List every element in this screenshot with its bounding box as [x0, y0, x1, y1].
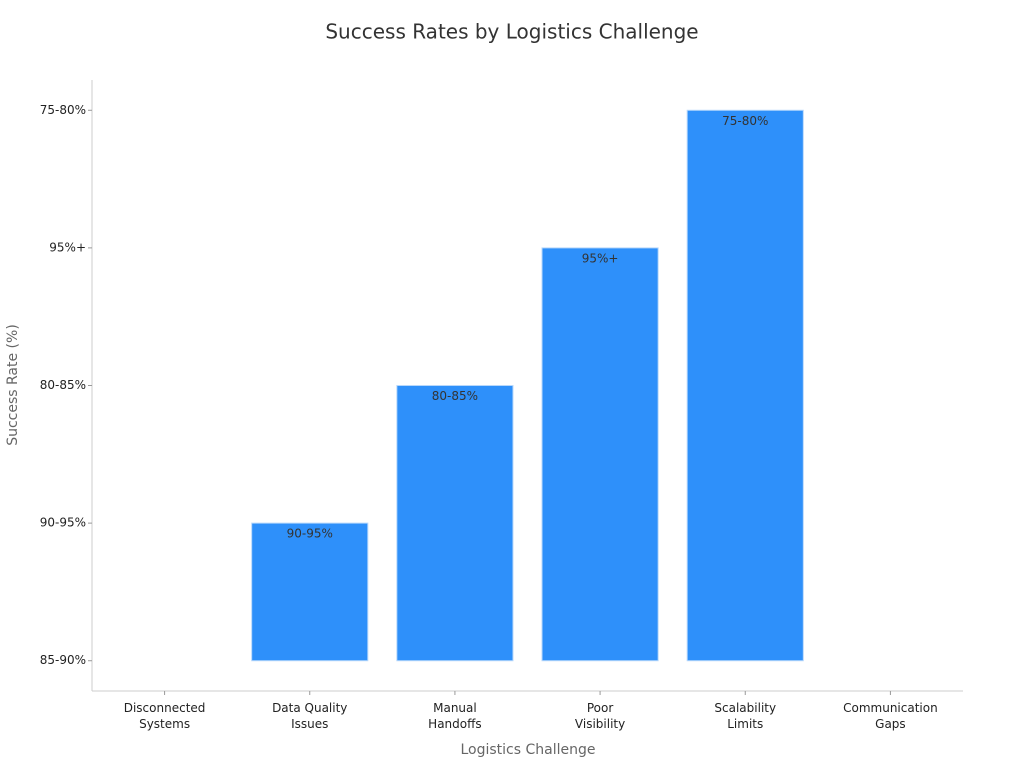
x-tick-label: Manual Handoffs	[428, 701, 481, 731]
y-tick-label: 95%+	[49, 240, 86, 254]
data-label: 95%+	[582, 251, 619, 265]
data-label: 90-95%	[287, 527, 333, 541]
y-tick-label: 75-80%	[40, 103, 86, 117]
x-tick-label: Disconnected Systems	[124, 701, 206, 731]
x-tick-label: Poor Visibility	[575, 701, 625, 731]
x-tick-label: Data Quality Issues	[272, 701, 347, 731]
y-tick-label: 90-95%	[40, 516, 86, 530]
x-tick-label: Communication Gaps	[843, 701, 938, 731]
data-label: 80-85%	[432, 389, 478, 403]
x-axis-label: Logistics Challenge	[460, 742, 595, 758]
bar	[251, 522, 369, 662]
bar	[541, 247, 659, 662]
x-tick-label: Scalability Limits	[714, 701, 776, 731]
bar	[396, 385, 514, 662]
y-tick-label: 85-90%	[40, 653, 86, 667]
chart-title: Success Rates by Logistics Challenge	[325, 20, 698, 44]
data-label: 75-80%	[722, 114, 768, 128]
y-tick-label: 80-85%	[40, 378, 86, 392]
y-axis-label: Success Rate (%)	[5, 324, 21, 446]
bar	[686, 109, 804, 662]
